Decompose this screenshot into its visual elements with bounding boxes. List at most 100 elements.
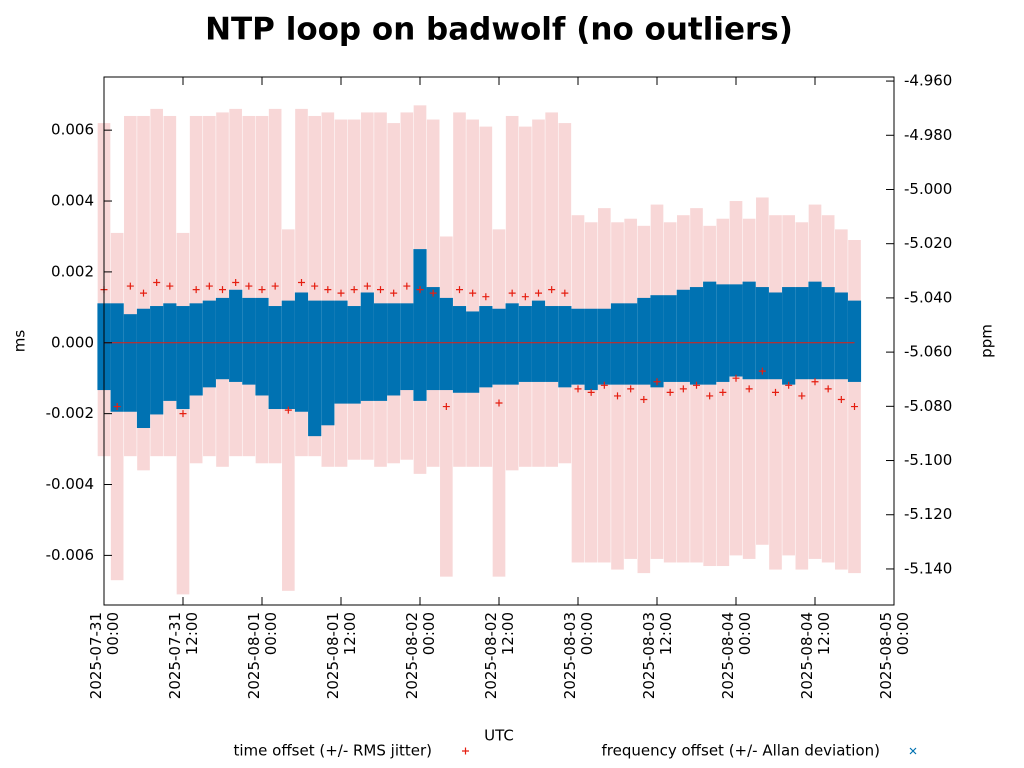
frequency-band (163, 303, 177, 401)
legend-label: frequency offset (+/- Allan deviation) (602, 742, 881, 760)
time-offset-point (495, 399, 503, 407)
time-offset-point (429, 289, 437, 297)
time-offset-point (745, 385, 753, 393)
frequency-band (136, 308, 151, 429)
frequency-band (545, 306, 559, 382)
time-offset-point (851, 403, 858, 411)
x-tick-label: 2025-08-0200:00 (402, 612, 437, 699)
time-offset-point (758, 367, 766, 375)
x-tick-label: 2025-08-0100:00 (244, 612, 279, 699)
time-offset-point (482, 293, 490, 301)
frequency-band (176, 306, 190, 410)
frequency-band (847, 300, 862, 382)
time-offset-point (284, 406, 292, 414)
time-offset-point (245, 282, 253, 290)
frequency-band (518, 306, 532, 382)
time-offset-point (232, 279, 240, 287)
time-offset-point (640, 395, 648, 403)
time-offset-point (785, 381, 793, 389)
legend-marker (462, 747, 469, 755)
frequency-band (808, 281, 822, 380)
y2-tick-label: -5.140 (904, 559, 952, 577)
time-offset-point (653, 378, 661, 386)
frequency-band (268, 306, 282, 410)
x-tick-label: 2025-08-0300:00 (560, 612, 595, 699)
time-offset-point (456, 286, 463, 294)
frequency-band (229, 289, 243, 382)
y2-tick-label: -4.960 (904, 72, 952, 90)
y2-tick-label: -5.020 (904, 234, 952, 252)
time-offset-point (614, 392, 621, 400)
time-offset-point (521, 293, 529, 301)
frequency-band (676, 289, 690, 382)
x-tick-label: 2025-08-0112:00 (323, 612, 358, 699)
frequency-band (387, 303, 401, 396)
frequency-band (281, 300, 295, 410)
frequency-band (689, 287, 704, 385)
time-offset-point (390, 289, 398, 297)
time-offset-point (548, 286, 556, 294)
frequency-band (821, 287, 835, 380)
x-tick-label: 2025-07-3112:00 (165, 612, 200, 699)
time-offset-point (416, 286, 424, 294)
frequency-band (782, 287, 796, 385)
time-offset-point (535, 289, 542, 297)
time-offset-point (205, 282, 213, 290)
time-offset-point (363, 282, 371, 290)
frequency-band (742, 281, 756, 380)
time-offset-point (192, 286, 200, 294)
frequency-band (110, 303, 124, 412)
legend-marker (909, 747, 917, 755)
time-offset-point (706, 392, 714, 400)
time-offset-point (166, 282, 174, 290)
frequency-band (123, 314, 137, 412)
time-offset-point (666, 388, 674, 396)
frequency-band (624, 303, 638, 385)
legend-label: time offset (+/- RMS jitter) (233, 742, 432, 760)
frequency-band (834, 292, 848, 380)
time-offset-point (693, 381, 700, 389)
frequency-band (202, 300, 216, 388)
frequency-band (452, 306, 467, 393)
x-tick-label: 2025-08-0412:00 (797, 612, 832, 699)
time-offset-point (377, 286, 384, 294)
plot-area (97, 105, 862, 595)
time-offset-point (140, 289, 147, 297)
chart-title: NTP loop on badwolf (no outliers) (205, 12, 793, 48)
frequency-band (321, 300, 335, 426)
y2-axis-label: ppm (978, 324, 996, 358)
x-tick-label: 2025-08-0400:00 (718, 612, 753, 699)
frequency-band (189, 303, 203, 396)
time-offset-point (600, 381, 608, 389)
frequency-band (531, 300, 546, 382)
frequency-band (215, 297, 230, 380)
frequency-band (400, 303, 414, 391)
frequency-band (768, 292, 783, 380)
frequency-band (294, 292, 309, 412)
time-offset-point (126, 282, 134, 290)
time-offset-point (719, 388, 727, 396)
frequency-band (755, 287, 769, 380)
time-offset-point (403, 282, 411, 290)
y2-tick-label: -5.040 (904, 288, 952, 306)
frequency-band (610, 303, 625, 385)
y-tick-label: -0.004 (46, 475, 94, 493)
time-offset-point (587, 388, 595, 396)
frequency-band (334, 300, 348, 404)
y2-tick-label: -5.060 (904, 343, 952, 361)
y2-tick-label: -5.080 (904, 397, 952, 415)
time-offset-point (258, 286, 266, 294)
time-offset-point (679, 385, 687, 393)
time-offset-point (337, 289, 345, 297)
y-tick-label: 0.002 (51, 262, 94, 280)
time-offset-point (824, 385, 832, 393)
time-offset-point (298, 279, 305, 287)
frequency-band (360, 292, 374, 401)
time-offset-point (153, 279, 161, 287)
frequency-band (650, 295, 664, 388)
time-offset-point (113, 403, 121, 411)
time-offset-point (627, 385, 635, 393)
time-offset-point (732, 374, 740, 382)
frequency-band (505, 303, 519, 385)
